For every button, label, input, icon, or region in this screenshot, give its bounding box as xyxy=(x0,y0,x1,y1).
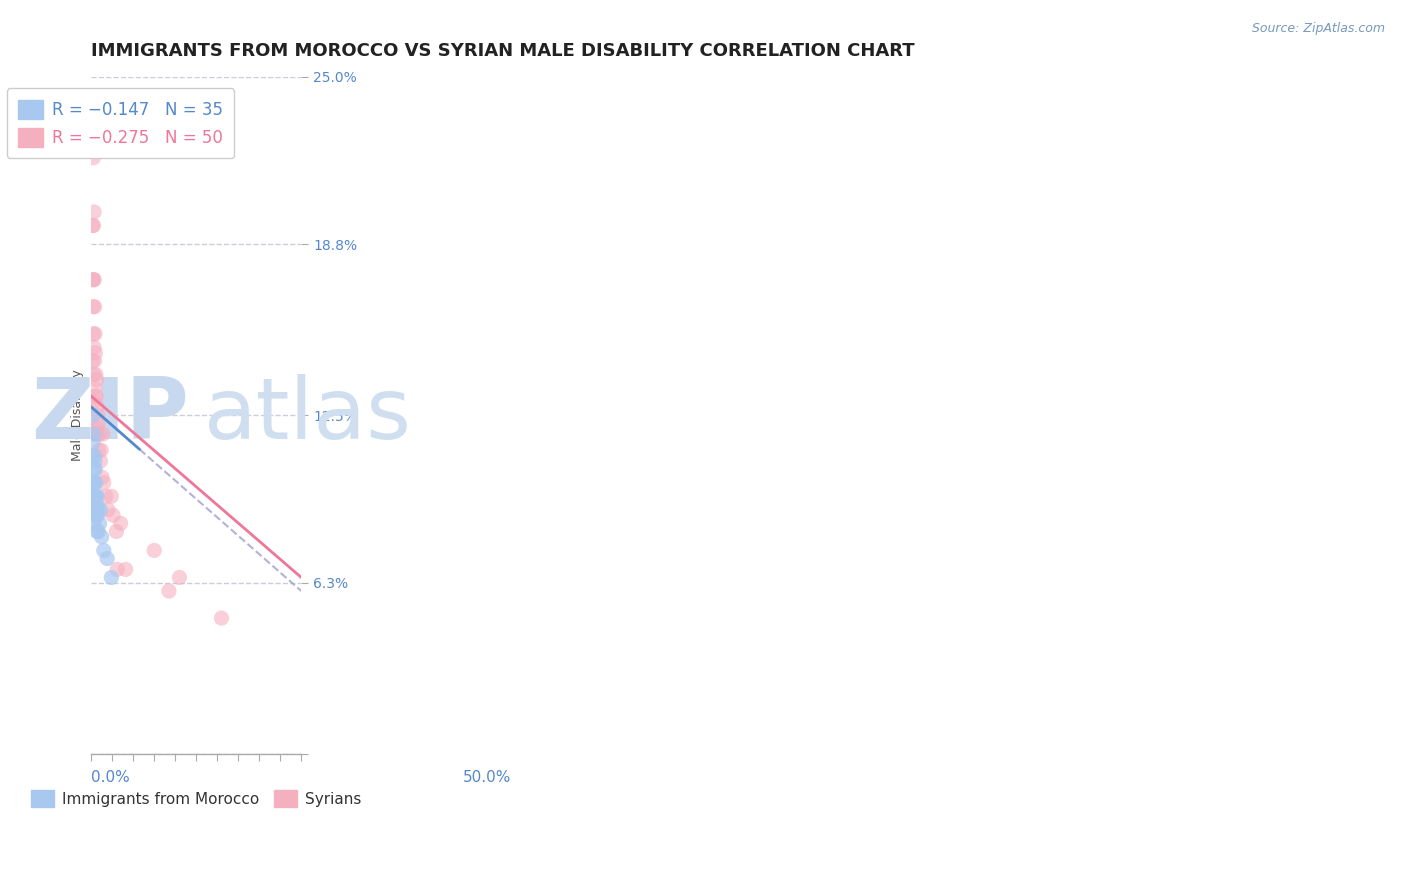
Point xyxy=(89,427,111,442)
Point xyxy=(86,408,108,422)
Point xyxy=(101,508,124,523)
Point xyxy=(86,508,108,523)
Point xyxy=(169,570,191,584)
Point xyxy=(211,611,233,625)
Point xyxy=(105,562,128,576)
Y-axis label: Male Disability: Male Disability xyxy=(72,369,84,461)
Point xyxy=(84,508,107,523)
Point xyxy=(83,427,105,442)
Point xyxy=(89,503,111,517)
Point xyxy=(83,489,105,503)
Point xyxy=(100,570,122,584)
Point xyxy=(84,508,107,523)
Point xyxy=(84,503,107,517)
Point xyxy=(82,449,104,463)
Point xyxy=(84,454,107,468)
Point xyxy=(84,475,107,490)
Text: atlas: atlas xyxy=(204,374,412,457)
Point xyxy=(86,373,108,387)
Point xyxy=(87,416,110,430)
Point xyxy=(82,219,104,233)
Point xyxy=(83,489,105,503)
Point xyxy=(86,524,108,539)
Point xyxy=(83,326,105,341)
Point xyxy=(83,354,105,368)
Point xyxy=(82,435,104,450)
Point xyxy=(87,427,110,442)
Point xyxy=(86,400,108,414)
Point xyxy=(84,326,107,341)
Point xyxy=(83,394,105,409)
Text: 0.0%: 0.0% xyxy=(91,771,129,786)
Point xyxy=(84,421,107,435)
Text: ZIP: ZIP xyxy=(31,374,188,457)
Point xyxy=(143,543,166,558)
Point xyxy=(84,345,107,359)
Point xyxy=(83,368,105,382)
Text: 50.0%: 50.0% xyxy=(463,771,512,786)
Point xyxy=(105,524,128,539)
Point xyxy=(86,421,108,435)
Point xyxy=(83,300,105,314)
Point xyxy=(83,273,105,287)
Point xyxy=(97,503,120,517)
Point xyxy=(83,205,105,219)
Point xyxy=(82,408,104,422)
Point xyxy=(83,475,105,490)
Point xyxy=(87,524,110,539)
Point xyxy=(91,427,114,442)
Point xyxy=(82,273,104,287)
Point xyxy=(84,381,107,395)
Point xyxy=(82,219,104,233)
Point xyxy=(91,470,114,484)
Point xyxy=(82,151,104,165)
Point xyxy=(114,562,136,576)
Point xyxy=(100,489,122,503)
Point xyxy=(83,503,105,517)
Point xyxy=(84,427,107,442)
Point xyxy=(84,489,107,503)
Point xyxy=(82,300,104,314)
Point xyxy=(82,354,104,368)
Point xyxy=(93,475,115,490)
Point xyxy=(84,462,107,476)
Point xyxy=(93,543,115,558)
Point xyxy=(84,389,107,403)
Text: Source: ZipAtlas.com: Source: ZipAtlas.com xyxy=(1251,22,1385,36)
Point xyxy=(83,475,105,490)
Point xyxy=(83,340,105,354)
Point xyxy=(84,489,107,503)
Point xyxy=(84,427,107,442)
Point xyxy=(89,454,111,468)
Point xyxy=(84,489,107,503)
Point xyxy=(87,503,110,517)
Point xyxy=(86,489,108,503)
Point xyxy=(94,489,117,503)
Point xyxy=(110,516,132,531)
Point xyxy=(86,497,108,511)
Point xyxy=(83,503,105,517)
Point xyxy=(83,449,105,463)
Point xyxy=(89,516,111,531)
Point xyxy=(157,584,180,599)
Point xyxy=(83,273,105,287)
Point xyxy=(83,462,105,476)
Point xyxy=(90,530,112,544)
Point xyxy=(84,508,107,523)
Point xyxy=(83,516,105,531)
Text: IMMIGRANTS FROM MOROCCO VS SYRIAN MALE DISABILITY CORRELATION CHART: IMMIGRANTS FROM MOROCCO VS SYRIAN MALE D… xyxy=(91,42,915,60)
Point xyxy=(96,551,118,566)
Legend: Immigrants from Morocco, Syrians: Immigrants from Morocco, Syrians xyxy=(25,784,367,814)
Point xyxy=(84,389,107,403)
Point xyxy=(87,443,110,458)
Point xyxy=(84,427,107,442)
Point xyxy=(84,368,107,382)
Point xyxy=(90,443,112,458)
